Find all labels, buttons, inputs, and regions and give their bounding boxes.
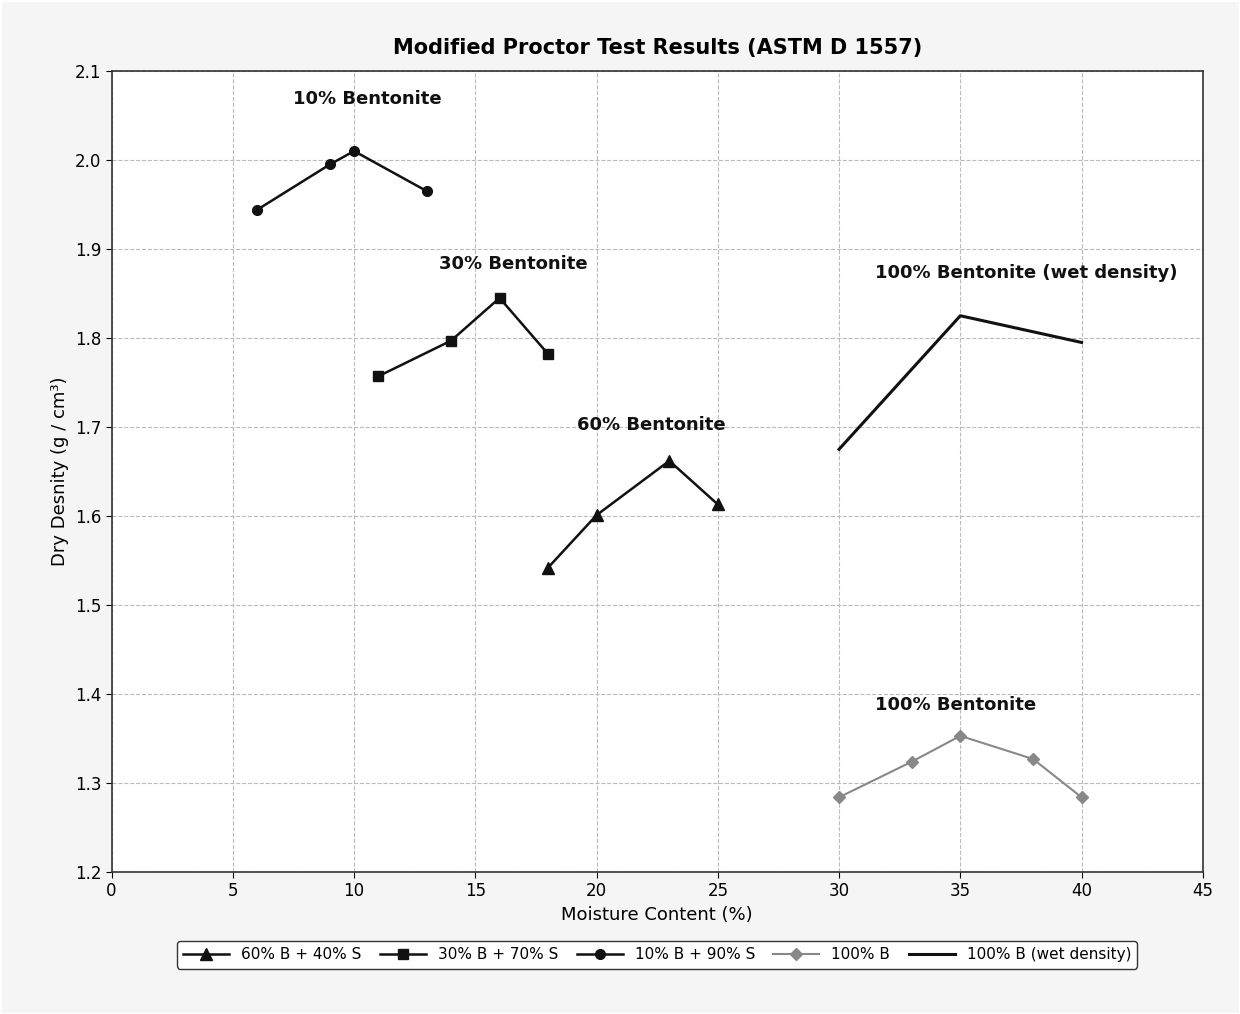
Line: 100% B (wet density): 100% B (wet density) bbox=[839, 315, 1081, 449]
100% B (wet density) bbox=[1074, 337, 1089, 349]
30% B + 70% S bbox=[541, 348, 556, 360]
60% B + 40% S bbox=[541, 562, 556, 574]
Text: 30% Bentonite: 30% Bentonite bbox=[439, 256, 588, 273]
100% B (wet density) bbox=[952, 309, 967, 321]
Legend: 60% B + 40% S, 30% B + 70% S, 10% B + 90% S, 100% B, 100% B (wet density): 60% B + 40% S, 30% B + 70% S, 10% B + 90… bbox=[177, 941, 1137, 968]
100% B bbox=[1074, 791, 1089, 803]
30% B + 70% S bbox=[444, 335, 459, 347]
10% B + 90% S bbox=[419, 185, 434, 197]
10% B + 90% S bbox=[249, 204, 264, 216]
60% B + 40% S bbox=[589, 509, 604, 521]
100% B bbox=[832, 791, 847, 803]
30% B + 70% S bbox=[371, 370, 386, 382]
Title: Modified Proctor Test Results (ASTM D 1557): Modified Proctor Test Results (ASTM D 15… bbox=[393, 39, 921, 59]
30% B + 70% S bbox=[492, 292, 507, 304]
Line: 100% B: 100% B bbox=[835, 732, 1086, 801]
60% B + 40% S bbox=[662, 454, 677, 466]
X-axis label: Moisture Content (%): Moisture Content (%) bbox=[562, 907, 753, 924]
100% B bbox=[904, 755, 919, 768]
Text: 100% Bentonite: 100% Bentonite bbox=[875, 696, 1037, 714]
Text: 100% Bentonite (wet density): 100% Bentonite (wet density) bbox=[875, 264, 1178, 282]
Line: 10% B + 90% S: 10% B + 90% S bbox=[252, 146, 432, 215]
100% B bbox=[952, 730, 967, 742]
100% B (wet density) bbox=[832, 443, 847, 455]
Line: 60% B + 40% S: 60% B + 40% S bbox=[543, 455, 723, 573]
10% B + 90% S bbox=[347, 145, 362, 157]
60% B + 40% S bbox=[711, 498, 725, 510]
Line: 30% B + 70% S: 30% B + 70% S bbox=[373, 293, 553, 381]
10% B + 90% S bbox=[322, 158, 337, 170]
Text: 60% Bentonite: 60% Bentonite bbox=[577, 416, 725, 434]
Text: 10% Bentonite: 10% Bentonite bbox=[294, 90, 443, 108]
100% B bbox=[1025, 753, 1040, 766]
Y-axis label: Dry Desnity (g / cm³): Dry Desnity (g / cm³) bbox=[51, 377, 69, 566]
